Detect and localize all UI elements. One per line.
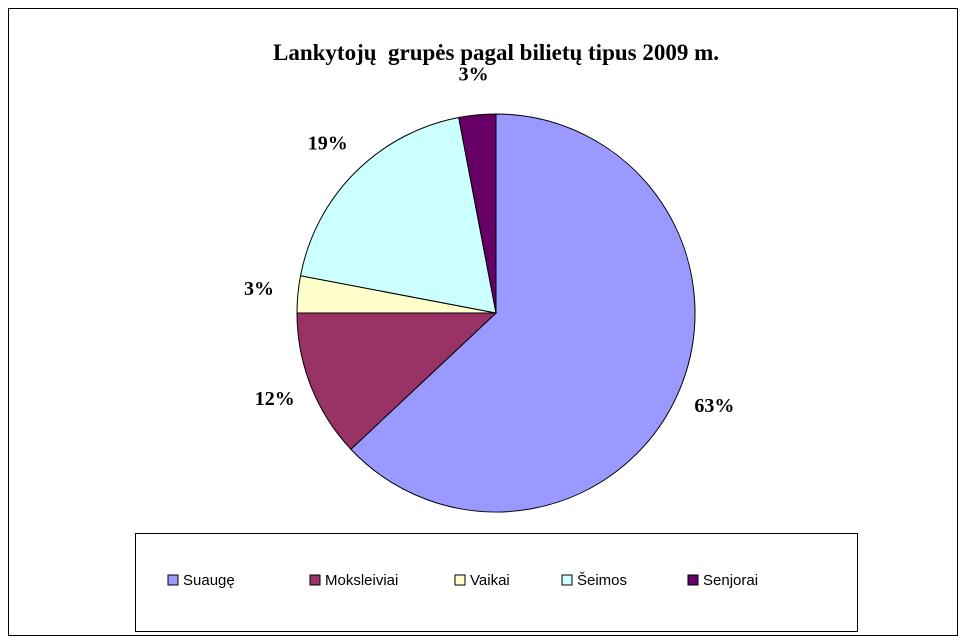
legend-swatch (687, 574, 699, 586)
legend-label: Vaikai (470, 572, 510, 589)
legend-label: Šeimos (577, 572, 627, 589)
value-label: 19% (308, 132, 348, 154)
value-label: 12% (255, 388, 295, 410)
value-label: 63% (694, 395, 734, 417)
legend-swatch (167, 574, 179, 586)
legend-swatch (309, 574, 321, 586)
chart-title: Lankytojų grupės pagal bilietų tipus 200… (273, 40, 719, 65)
value-label: 3% (459, 64, 489, 86)
pie-slice (350, 113, 696, 513)
pie-slice (458, 113, 497, 314)
legend-swatch (561, 574, 573, 586)
legend-box (135, 533, 858, 632)
legend-label: Senjorai (703, 572, 758, 589)
legend-label: Suaugę (183, 572, 235, 589)
legend-swatch (454, 574, 466, 586)
legend-label: Moksleiviai (325, 572, 398, 589)
value-label: 3% (244, 278, 274, 300)
pie-slice (296, 312, 498, 450)
pie-slice (299, 116, 497, 314)
